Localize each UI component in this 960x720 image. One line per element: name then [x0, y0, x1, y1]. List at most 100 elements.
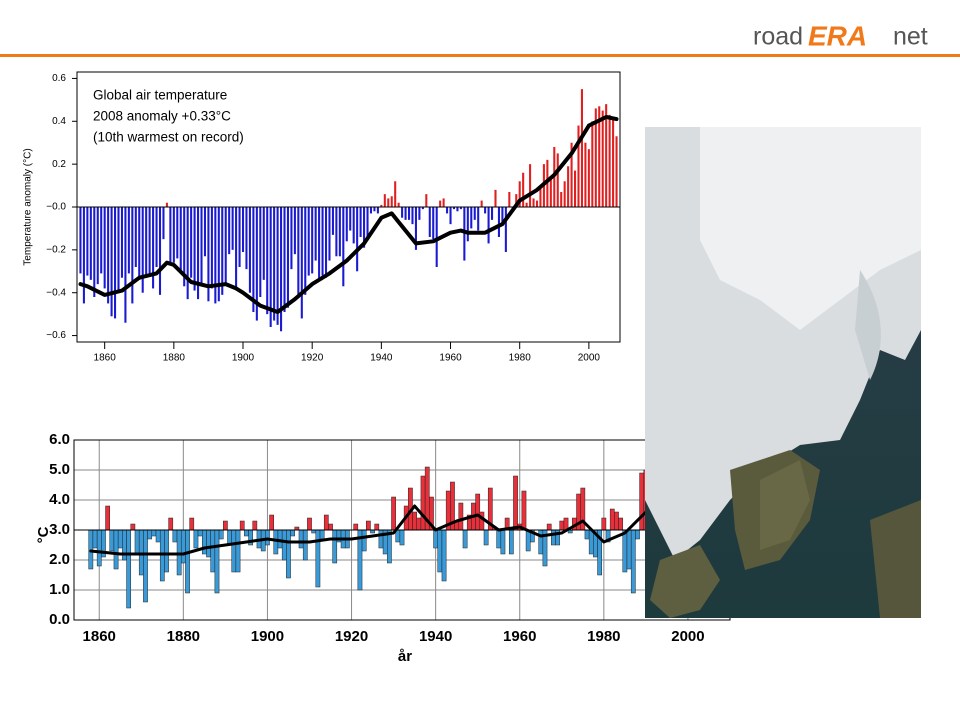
bar	[462, 529, 468, 549]
bar	[539, 187, 542, 207]
bar	[179, 207, 182, 272]
bar	[399, 529, 405, 546]
bar	[202, 529, 207, 555]
bar	[221, 207, 224, 295]
bar	[323, 514, 329, 531]
bar	[366, 520, 371, 531]
bar	[231, 207, 234, 250]
bar	[529, 164, 532, 207]
bar	[164, 529, 169, 573]
bar	[374, 523, 380, 531]
x-tick-label: 1880	[163, 353, 186, 364]
bar	[416, 517, 422, 531]
bar	[269, 207, 272, 327]
bar	[286, 207, 290, 308]
bar	[452, 207, 456, 210]
bar	[172, 529, 178, 543]
bar	[235, 529, 241, 573]
smooth-line	[89, 504, 648, 556]
bar	[487, 207, 490, 244]
bar	[421, 207, 424, 210]
bar	[439, 200, 442, 207]
bar	[155, 529, 161, 543]
bar	[363, 207, 366, 248]
annotation: (10th warmest on record)	[93, 130, 244, 145]
bar	[614, 511, 619, 531]
bar	[480, 200, 483, 207]
x-axis-label: år	[398, 648, 412, 665]
bar	[206, 529, 211, 558]
bar	[283, 207, 286, 312]
bar	[473, 207, 476, 220]
y-tick-label: −0.2	[46, 244, 66, 255]
bar	[570, 142, 573, 207]
bar	[281, 529, 287, 561]
bar	[197, 529, 203, 537]
bar	[145, 207, 148, 278]
bar	[352, 207, 355, 244]
bar	[463, 207, 466, 261]
y-tick-label: −0.4	[46, 287, 66, 298]
bar	[598, 106, 601, 207]
x-tick-label: 1880	[167, 628, 200, 645]
bar	[369, 207, 373, 214]
bar	[626, 529, 632, 570]
bar	[612, 119, 615, 207]
bar	[546, 523, 552, 531]
x-tick-label: 1940	[370, 353, 393, 364]
bar	[241, 207, 245, 252]
bar	[266, 207, 269, 315]
bar	[563, 181, 566, 207]
bar	[152, 207, 155, 289]
bar	[397, 202, 400, 207]
bar	[532, 198, 535, 207]
y-tick-label: 3.0	[49, 521, 70, 538]
y-tick-label: 0.2	[52, 159, 66, 170]
bar	[635, 529, 640, 540]
bar	[183, 207, 186, 287]
bar	[551, 529, 556, 546]
bar	[376, 207, 379, 214]
bar	[186, 207, 189, 300]
bar	[494, 189, 497, 207]
bar	[269, 514, 274, 531]
bar	[158, 207, 162, 295]
bar	[414, 207, 417, 250]
bar	[131, 207, 134, 304]
bar	[608, 114, 611, 207]
bar	[490, 207, 494, 220]
smooth-line	[78, 115, 619, 314]
logo-net: net	[893, 23, 928, 51]
y-axis-label: °C	[35, 526, 52, 543]
bar	[356, 207, 359, 272]
bar	[117, 529, 123, 549]
logo-road: road	[753, 23, 803, 51]
bar	[497, 207, 500, 237]
y-tick-label: 1.0	[49, 581, 70, 598]
bar	[318, 207, 321, 280]
bar	[259, 207, 262, 297]
bar	[100, 207, 103, 274]
x-tick-label: 1860	[94, 353, 117, 364]
bar	[114, 207, 117, 319]
bar	[88, 529, 94, 570]
bar	[484, 207, 487, 214]
x-tick-label: 1960	[439, 353, 462, 364]
bar	[255, 207, 258, 321]
bar	[335, 207, 338, 257]
bar	[470, 207, 473, 229]
x-tick-label: 1920	[301, 353, 324, 364]
annotation: Global air temperature	[93, 88, 227, 103]
satellite-image	[645, 127, 921, 618]
bar	[328, 523, 333, 531]
bar	[197, 207, 200, 300]
bar	[207, 207, 210, 302]
bar	[89, 207, 92, 280]
bar	[559, 520, 565, 531]
bar	[639, 472, 645, 531]
bar	[217, 207, 220, 302]
bar	[103, 207, 106, 289]
y-tick-label: 4.0	[49, 491, 70, 508]
bar	[483, 529, 489, 546]
